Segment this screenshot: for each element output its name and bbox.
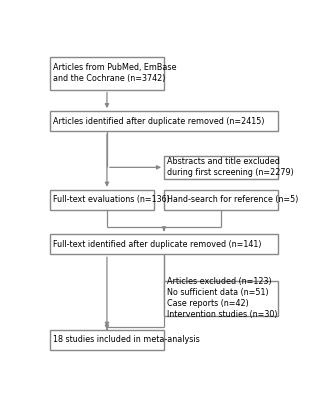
FancyBboxPatch shape [164,280,278,316]
Text: 18 studies included in meta-analysis: 18 studies included in meta-analysis [53,335,200,344]
FancyBboxPatch shape [50,190,154,210]
Text: Articles from PubMed, EmBase
and the Cochrane (n=3742): Articles from PubMed, EmBase and the Coc… [53,63,176,84]
Text: Full-text identified after duplicate removed (n=141): Full-text identified after duplicate rem… [53,240,261,249]
Text: Hand-search for reference (n=5): Hand-search for reference (n=5) [167,195,298,204]
FancyBboxPatch shape [164,156,278,179]
FancyBboxPatch shape [50,330,164,350]
Text: Articles identified after duplicate removed (n=2415): Articles identified after duplicate remo… [53,117,264,126]
FancyBboxPatch shape [164,190,278,210]
FancyBboxPatch shape [50,57,164,90]
Text: Articles excluded (n=123)
No sufficient data (n=51)
Case reports (n=42)
Interven: Articles excluded (n=123) No sufficient … [167,277,277,319]
FancyBboxPatch shape [50,234,278,254]
Text: Full-text evaluations (n=136): Full-text evaluations (n=136) [53,195,170,204]
Text: Abstracts and title excluded
during first screening (n=2279): Abstracts and title excluded during firs… [167,157,294,178]
FancyBboxPatch shape [50,111,278,131]
